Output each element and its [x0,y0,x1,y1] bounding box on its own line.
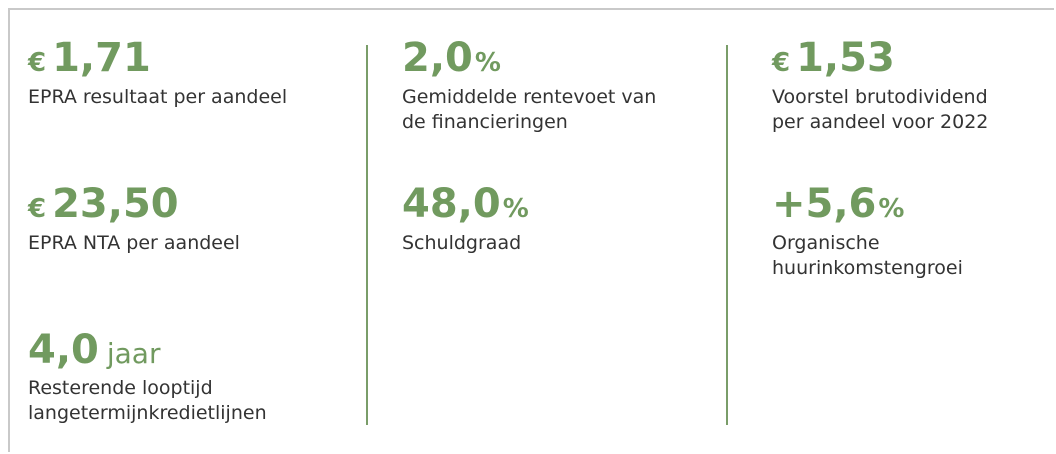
kpi-label: EPRA NTA per aandeel [28,232,240,254]
kpi-item: 4,0 jaar Resterende looptijd langetermijnkr… [28,328,267,426]
kpi-unit: % [474,48,501,78]
kpi-unit: % [502,194,529,224]
kpi-value: 1,71 [52,35,151,81]
kpi-label: EPRA resultaat per aandeel [28,86,288,108]
kpi-unit: % [878,194,905,224]
kpi-label: Gemiddelde rentevoet van [402,86,657,108]
kpi-prefix: € [772,48,791,78]
kpi-value-line: 4,0 jaar [28,328,267,376]
divider [726,45,728,425]
kpi-value: 2,0 [402,35,473,81]
kpi-label: de financieringen [402,111,568,133]
kpi-item: 2,0% Gemiddelde rentevoet van de financier… [402,36,656,135]
kpi-label: huurinkomstengroei [772,257,963,279]
kpi-value: 4,0 [28,327,99,373]
kpi-prefix: € [28,194,47,224]
kpi-value-line: 48,0% [402,182,529,231]
kpi-item: €1,53 Voorstel brutodividend per aandeel v… [772,36,988,135]
kpi-item: €1,71 EPRA resultaat per aandeel [28,36,287,110]
kpi-label: per aandeel voor 2022 [772,111,989,133]
kpi-item: €23,50 EPRA NTA per aandeel [28,182,240,256]
kpi-item: +5,6% Organische huurinkomstengroei [772,182,963,281]
kpi-value-line: €23,50 [28,182,240,231]
kpi-value-line: €1,71 [28,36,287,85]
kpi-label: Schuldgraad [402,232,522,254]
kpi-label: Resterende looptijd [28,377,213,399]
kpi-label: Organische [772,232,880,254]
kpi-value: 48,0 [402,181,501,227]
kpi-value-line: 2,0% [402,36,656,85]
kpi-label: Voorstel brutodividend [772,86,988,108]
kpi-value: 23,50 [52,181,179,227]
kpi-prefix: € [28,48,47,78]
kpi-value-line: €1,53 [772,36,988,85]
kpi-value-line: +5,6% [772,182,963,231]
kpi-unit: jaar [106,337,161,370]
kpi-value: +5,6 [772,181,877,227]
divider [366,45,368,425]
kpi-item: 48,0% Schuldgraad [402,182,529,256]
kpi-value: 1,53 [796,35,895,81]
panel [8,8,1054,452]
kpi-label: langetermijnkredietlijnen [28,402,267,424]
